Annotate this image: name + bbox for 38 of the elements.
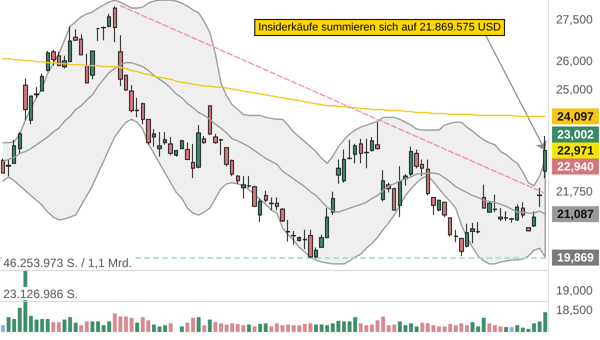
y-tick-label: 18,500 bbox=[556, 302, 594, 317]
bar bbox=[482, 318, 486, 332]
y-tick-label: 25,000 bbox=[556, 82, 594, 96]
y-tick-label: 27,500 bbox=[556, 12, 594, 27]
bar bbox=[252, 326, 256, 332]
ref-line-label: 46.253.973 S. / 1,1 Mrd. bbox=[3, 256, 132, 270]
y-tick-label: 21,750 bbox=[556, 184, 594, 198]
data-label: 21,087 bbox=[557, 207, 594, 222]
bar bbox=[1, 325, 5, 332]
bar bbox=[140, 317, 145, 332]
bar bbox=[180, 326, 184, 332]
y-tick-label: 19,000 bbox=[556, 283, 594, 298]
bar bbox=[208, 320, 212, 332]
bar bbox=[510, 327, 514, 332]
ref-line-label: 23.126.986 S. bbox=[3, 287, 78, 301]
bar bbox=[79, 325, 84, 332]
bar bbox=[392, 324, 396, 332]
bar bbox=[515, 325, 520, 332]
bar bbox=[196, 317, 201, 332]
bar bbox=[168, 323, 173, 332]
annotation: Insiderkäufe summieren sich auf 21.869.575 USD bbox=[258, 22, 502, 34]
bar bbox=[246, 324, 251, 332]
data-label: 24,097 bbox=[557, 109, 594, 124]
bar bbox=[84, 321, 89, 332]
bar bbox=[504, 327, 508, 332]
text: 22,940 bbox=[557, 159, 594, 174]
text: 23,002 bbox=[557, 127, 594, 142]
text: 22,971 bbox=[557, 143, 594, 158]
bar bbox=[420, 322, 424, 332]
bar bbox=[454, 325, 458, 332]
bar bbox=[135, 322, 140, 332]
bar bbox=[202, 325, 206, 332]
y-tick-label: 26,000 bbox=[556, 54, 594, 68]
ref-line-label: 19,869 bbox=[557, 250, 594, 265]
bar bbox=[297, 325, 302, 332]
bar bbox=[146, 320, 150, 332]
bar bbox=[241, 325, 246, 332]
bar bbox=[258, 324, 262, 332]
